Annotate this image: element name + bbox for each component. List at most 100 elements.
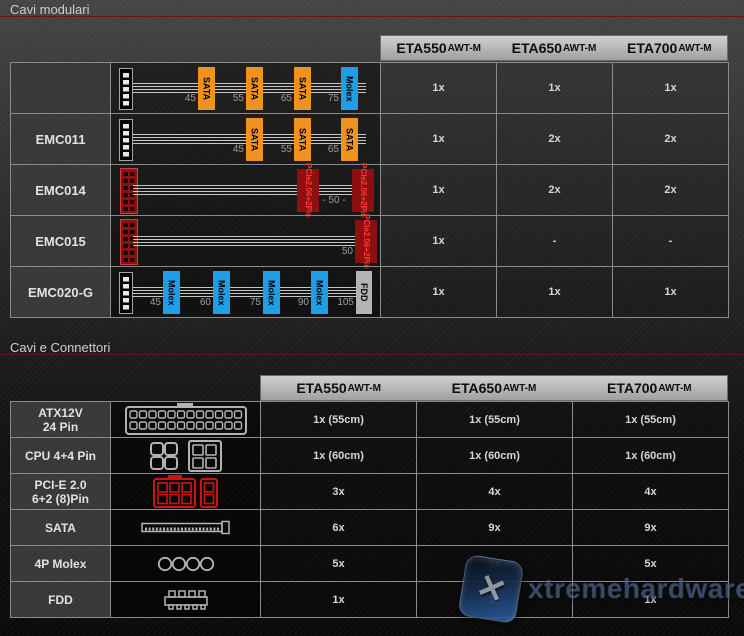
column-header-eta550: ETA550 AWT-M	[261, 376, 416, 400]
value-cell: 1x (60cm)	[261, 438, 417, 474]
row-label: PCI-E 2.0 6+2 (8)Pin	[11, 474, 111, 510]
sata-connector-tag: SATA	[246, 118, 263, 161]
section-title-cavi-modulari: Cavi modulari	[0, 0, 744, 17]
sata-connector-tag: SATA	[198, 67, 215, 110]
modular-table: 45 SATA 55 SATA 65 SATA 75 Molex 1x 1x 1…	[10, 62, 729, 318]
value-cell: 1x	[381, 267, 497, 318]
model-name: ETA650	[511, 40, 562, 56]
row-label: EMC020-G	[11, 267, 111, 318]
connector-image-cell	[111, 510, 261, 546]
value-cell: 5x	[573, 546, 729, 582]
cable-diagram: PCIe2.0 6+2Pin - 50 - PCIe2.0 6+2Pin	[111, 163, 381, 218]
value-cell: 1x (60cm)	[417, 438, 573, 474]
connector-image-cell	[111, 438, 261, 474]
row-label-line2: 6+2 (8)Pin	[31, 491, 90, 506]
value-cell: 2x	[497, 114, 613, 165]
row-label: EMC014	[11, 165, 111, 216]
cable-diagram: 45 SATA 55 SATA 65 SATA 75 Molex	[111, 63, 381, 114]
row-label-line1: 4P Molex	[34, 556, 87, 571]
molex-connector-tag: Molex	[341, 67, 358, 110]
value-cell: 5x	[261, 546, 417, 582]
cable-lines	[133, 236, 366, 246]
value-cell: 1x	[381, 165, 497, 216]
value-cell: 1x	[497, 63, 613, 114]
value-cell: 1x (55cm)	[417, 402, 573, 438]
model-suffix: AWT-M	[347, 382, 381, 394]
model-name: ETA700	[606, 380, 658, 396]
value-cell: -	[613, 216, 729, 267]
fdd-connector-icon	[163, 589, 208, 610]
sata-connector-tag: SATA	[294, 118, 311, 161]
value-cell: 3x	[261, 474, 417, 510]
row-label-line1: SATA	[45, 520, 76, 535]
pcie-modular-connector-icon	[120, 219, 138, 265]
molex-connector-tag: Molex	[311, 271, 328, 314]
column-header-eta650: ETA650 AWT-M	[416, 376, 571, 400]
atx-24pin-icon	[124, 403, 247, 435]
pcie-tag-line: PCIe2.0	[359, 163, 368, 192]
pcie-tag-line: 6+2Pin	[362, 242, 371, 269]
modular-table-header: ETA550 AWT-M ETA650 AWT-M ETA700 AWT-M	[380, 35, 728, 61]
connector-image-cell	[111, 402, 261, 438]
value-cell: 1x	[381, 216, 497, 267]
cable-length-label: 105	[337, 297, 354, 308]
model-suffix: AWT-M	[658, 382, 692, 394]
row-label-line1: PCI-E 2.0	[34, 477, 87, 492]
pcie-connector-tag: PCIe2.0 6+2Pin	[297, 163, 319, 218]
value-cell: 4x	[573, 474, 729, 510]
molex-connector-tag: Molex	[213, 271, 230, 314]
row-label: FDD	[11, 582, 111, 618]
connector-image-cell	[111, 474, 261, 510]
pcie-tag-line: 6+2Pin	[304, 191, 313, 218]
cable-length-label: 50	[341, 246, 353, 257]
value-cell: 1x	[417, 582, 573, 618]
psu-modular-connector-icon	[119, 119, 133, 161]
cable-length-label: - 50 -	[322, 195, 346, 206]
cable-length-label: 45	[184, 93, 196, 104]
connector-image-cell	[111, 582, 261, 618]
cable-length-label: 65	[327, 144, 339, 155]
sata-connector-tag: SATA	[341, 118, 358, 161]
column-header-eta700: ETA700 AWT-M	[572, 376, 727, 400]
fdd-connector-tag: FDD	[356, 271, 372, 314]
value-cell: 2x	[497, 165, 613, 216]
pcie-connector-tag: PCIe2.0 6+2Pin	[355, 214, 377, 269]
molex-connector-tag: Molex	[163, 271, 180, 314]
cable-length-label: 75	[327, 93, 339, 104]
section-title-text: Cavi e Connettori	[10, 340, 111, 355]
cable-lines	[133, 185, 366, 195]
value-cell: 1x (55cm)	[261, 402, 417, 438]
value-cell: 2x	[613, 165, 729, 216]
cable-length-label: 75	[249, 297, 261, 308]
value-cell: 2x	[613, 114, 729, 165]
value-cell: 1x	[613, 267, 729, 318]
row-label-line1: CPU 4+4 Pin	[24, 448, 97, 463]
value-cell: 1x (60cm)	[573, 438, 729, 474]
section-title-text: Cavi modulari	[10, 2, 90, 17]
cable-length-label: 45	[232, 144, 244, 155]
pcie-6plus2-pin-icon	[152, 474, 218, 508]
cable-lines	[133, 287, 366, 297]
section-title-cavi-e-connettori: Cavi e Connettori	[0, 338, 744, 355]
value-cell: 1x	[497, 267, 613, 318]
psu-modular-connector-icon	[119, 68, 133, 110]
model-name: ETA550	[396, 40, 447, 56]
column-header-eta550: ETA550 AWT-M	[381, 36, 496, 60]
row-label: 4P Molex	[11, 546, 111, 582]
value-cell: 9x	[573, 510, 729, 546]
pcie-connector-tag: PCIe2.0 6+2Pin	[352, 163, 374, 218]
value-cell: -	[497, 216, 613, 267]
model-suffix: AWT-M	[447, 42, 481, 54]
sata-connector-icon	[140, 520, 230, 534]
molex-connector-tag: Molex	[263, 271, 280, 314]
sata-connector-tag: SATA	[246, 67, 263, 110]
model-name: ETA700	[626, 40, 678, 56]
cable-length-label: 45	[149, 297, 161, 308]
cable-diagram: 45 Molex 60 Molex 75 Molex 90 Molex 105 …	[111, 267, 381, 318]
row-label: EMC015	[11, 216, 111, 267]
cable-length-label: 90	[297, 297, 309, 308]
pcie-tag-line: PCIe2.0	[362, 214, 371, 243]
value-cell: 9x	[417, 510, 573, 546]
column-header-eta650: ETA650 AWT-M	[496, 36, 611, 60]
model-name: ETA550	[296, 380, 347, 396]
